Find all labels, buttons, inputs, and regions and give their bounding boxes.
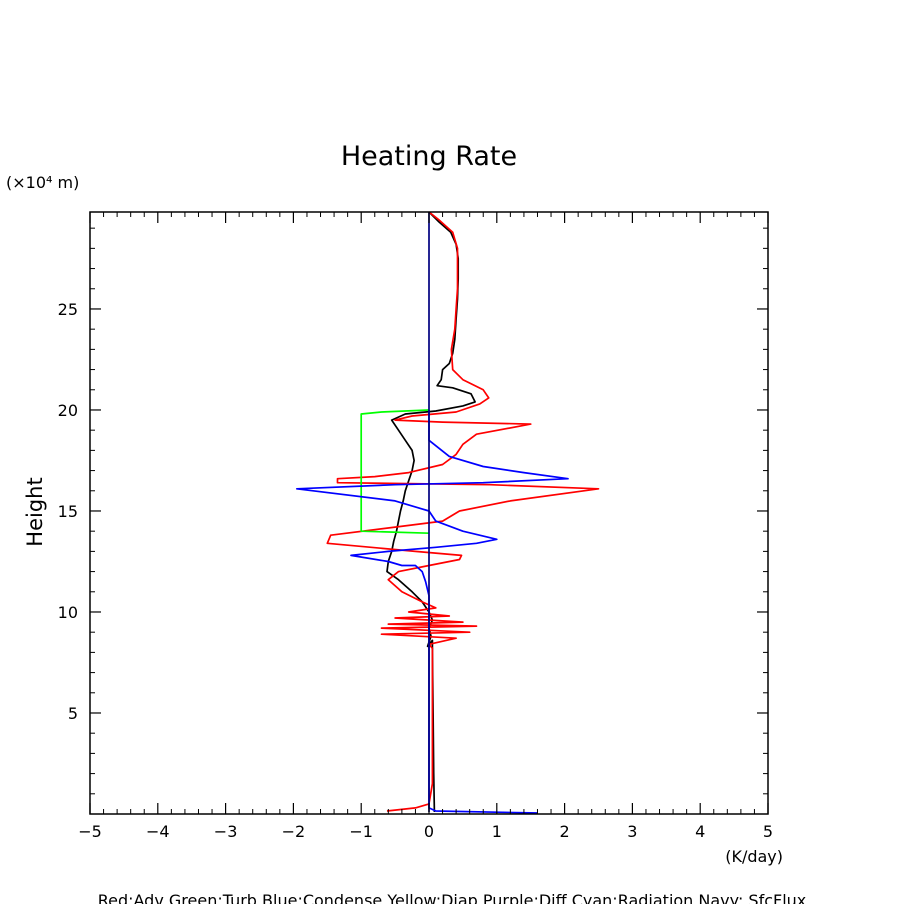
x-tick-label: −2 (282, 822, 306, 841)
ticks-layer: −5 −4 −3 −2 −1 0 1 2 3 4 5 5 10 15 20 25 (58, 212, 773, 841)
chart-title: Heating Rate (341, 141, 517, 172)
legend-text: Red:Adv Green:Turb Blue:Condense Yellow:… (98, 891, 807, 904)
y-tick-label: 5 (68, 704, 78, 723)
x-tick-label: 3 (627, 822, 637, 841)
y-unit-label: (×10⁴ m) (6, 173, 79, 192)
series-line-2 (360, 409, 430, 535)
series-line-1 (326, 211, 600, 812)
plot-frame (89, 211, 769, 815)
series-line-0 (386, 211, 476, 813)
x-tick-label: 4 (695, 822, 705, 841)
y-tick-label: 20 (58, 401, 78, 420)
x-tick-label: −5 (78, 822, 102, 841)
x-tick-label: 0 (424, 822, 434, 841)
x-axis-label: (K/day) (725, 847, 783, 866)
x-tick-label: 2 (560, 822, 570, 841)
y-tick-label: 10 (58, 603, 78, 622)
y-tick-label: 25 (58, 300, 78, 319)
x-tick-label: −1 (349, 822, 373, 841)
series-line-3 (295, 410, 569, 814)
x-tick-label: −4 (146, 822, 170, 841)
series-layer (295, 211, 600, 814)
y-tick-label: 15 (58, 502, 78, 521)
y-axis-label: Height (23, 477, 47, 546)
x-tick-label: 1 (492, 822, 502, 841)
x-tick-label: −3 (214, 822, 238, 841)
x-tick-label: 5 (763, 822, 773, 841)
